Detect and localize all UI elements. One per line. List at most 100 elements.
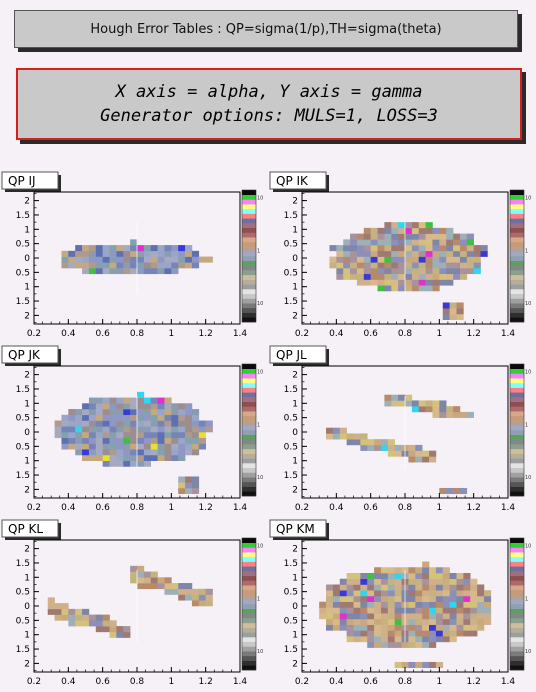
heatmap-cell [346,595,354,602]
heatmap-cell [380,624,389,631]
color-scale-step [510,208,524,214]
y-tick-label: 0.5 [16,414,30,424]
color-scale-step [242,190,256,196]
heatmap-cell [435,613,444,620]
heatmap-cell [75,262,83,269]
color-scale-step [510,312,524,318]
heatmap-cell [439,279,447,286]
heatmap-cell [109,443,117,450]
color-scale-step [242,627,256,633]
heatmap-cell [353,584,361,591]
heatmap-cell [456,313,464,320]
y-tick-label: 0.5 [16,588,30,598]
heatmap-cells [61,239,213,275]
heatmap-cell [429,450,437,457]
plot-panel-5: QP KL 0.2 0.4 0.6 0.8 1 1.2 1.4 2 1.5 1 0.5 0 0.5 1 1.5… [0,518,268,688]
heatmap-cell [374,573,382,580]
color-scale: 10 1 10 [241,537,263,671]
color-scale: 10 1 10 [241,189,263,323]
heatmap-cell [61,608,69,615]
heatmap-cell [466,256,474,263]
heatmap-cell [150,268,158,275]
heatmap-cell [408,601,416,608]
color-scale-label: 10 [257,370,263,376]
heatmap-cell [88,437,97,444]
y-tick-label: 1 [24,631,30,641]
heatmap-cell [380,584,389,591]
heatmap-cell [164,414,172,421]
heatmap-cell [442,607,450,614]
heatmap-cell [456,595,464,602]
heatmap-cell [116,454,124,461]
heatmap-cell [435,584,444,591]
heatmap-cell [130,245,138,252]
color-scale-step [242,312,256,318]
heatmap-cell [463,584,471,591]
heatmap-cell [191,420,200,427]
heatmap-cell [415,456,423,463]
heatmap-cell [123,256,131,263]
heatmap-cell [415,573,423,580]
x-tick-label: 1.2 [467,677,481,687]
color-scale-step [510,227,524,233]
heatmap-cell [387,636,395,643]
heatmap-cell [178,262,186,269]
heatmap-cell [380,618,389,625]
heatmap-cell [470,584,478,591]
heatmap-cell [411,233,420,240]
heatmap-cell [439,250,447,257]
color-scale-step [242,439,256,445]
heatmap-cell [459,239,468,246]
heatmap-cell [408,450,416,457]
heatmap-cell [387,573,395,580]
heatmap-cell [109,432,117,439]
heatmap-cell [130,397,138,404]
heatmap-cell [150,571,158,578]
heatmap-cell [82,608,90,615]
heatmap-cell [61,262,69,269]
color-scale-step [510,430,524,436]
heatmap-cell [198,600,206,607]
heatmap-cell [374,636,382,643]
heatmap-cell [442,601,450,608]
heatmap-cell [405,279,413,286]
heatmap-cell [384,233,392,240]
heatmap-cell [380,590,389,597]
heatmap-cell [123,460,131,467]
heatmap-cell [150,583,158,590]
heatmap-cell [398,268,406,275]
heatmap-cell [425,233,433,240]
heatmap-cell [130,454,138,461]
heatmap-cell [130,420,138,427]
heatmap-cell [408,607,416,614]
heatmap-cell [370,273,378,280]
color-scale-frame [509,363,525,497]
heatmap-cell [123,426,131,433]
heatmap-cell [68,437,76,444]
heatmap-cell [178,409,186,416]
heatmap-cell [453,239,461,246]
heatmap-cell [356,279,365,286]
heatmap-cell [82,403,90,410]
y-tick-label: 2 [24,485,30,495]
heatmap-cell [470,607,478,614]
heatmap-cell [350,273,358,280]
heatmap-cell [191,487,200,494]
heatmap-cell [150,262,158,269]
color-scale-step [242,213,256,219]
heatmap-cell [477,584,485,591]
color-scale-step [510,307,524,313]
y-tick-label: 1 [24,225,30,235]
heatmap-cell [350,239,358,246]
heatmap-cell [422,456,430,463]
heatmap-cell [109,250,117,257]
heatmap-cell [88,262,97,269]
heatmap-cell [380,613,389,620]
heatmap-cell [422,661,430,668]
heatmap-cell [432,411,440,418]
heatmap-cell [346,578,354,585]
y-tick-label: 2 [292,545,298,555]
heatmap-cell [178,449,186,456]
heatmap-cell [449,573,457,580]
